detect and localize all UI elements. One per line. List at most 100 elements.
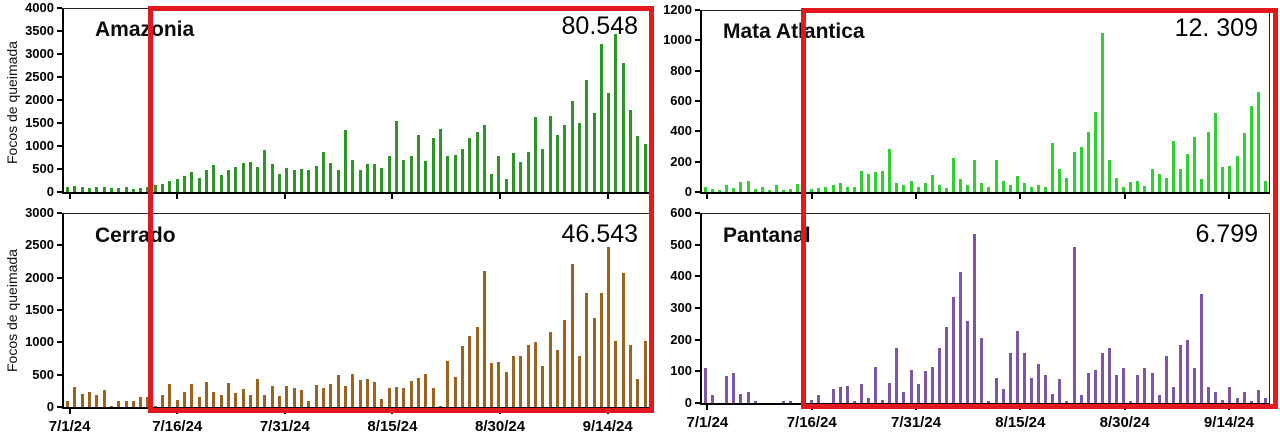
bar [881,400,885,403]
bar [987,187,991,192]
bar [438,406,442,407]
bar [270,164,274,192]
bar [1136,181,1140,192]
bar [541,149,545,192]
x-axis-tick-label: 8/15/24 [367,418,418,435]
chart-title-pantanal: Pantanal [723,224,811,247]
x-axis-tick [706,405,709,410]
bar [329,163,333,192]
bar [534,342,538,407]
y-axis-tick-label: 2500 [25,69,54,84]
bar [916,187,920,192]
bar [417,378,421,407]
bar [263,395,267,407]
bar [1115,375,1119,403]
bar [153,406,157,407]
bar [1115,178,1119,192]
bar [1249,106,1253,192]
chart-title-mata-atlantica: Mata Atlantica [723,20,865,43]
y-axis-tick-label: 0 [46,184,54,199]
x-axis-tick [68,194,71,199]
bar [1235,398,1239,403]
bar [1001,181,1005,192]
bar [1164,356,1168,403]
bar [845,187,849,192]
bar [952,297,956,403]
y-axis-tick [695,191,700,193]
bar [1093,112,1097,192]
bar [109,406,113,407]
bar [711,189,715,192]
y-axis-tick [695,160,700,163]
x-axis-tick-label: 7/16/24 [786,414,837,431]
y-axis-tick [57,99,62,101]
bar [1228,387,1232,403]
y-axis-tick-label: 0 [684,395,692,410]
bar [139,188,143,192]
x-axis-tick-label: 7/31/24 [259,418,310,435]
x-axis-tick-label: 7/16/24 [152,418,203,435]
bar [1015,176,1019,192]
bar [607,93,611,192]
x-axis-tick [706,194,709,199]
bar [810,189,814,192]
bar [482,271,486,407]
bar [599,44,603,192]
y-axis-tick-label: 1000 [663,32,692,48]
bar [1015,331,1019,403]
bar [1051,143,1055,192]
bar [270,386,274,407]
bar [838,183,842,192]
bar [219,175,223,192]
bar [1200,179,1204,192]
highlight-rectangle-left [148,6,654,413]
y-axis-tick [57,122,62,124]
bar [980,338,984,403]
bar [614,341,618,407]
bar [1100,353,1104,403]
x-axis-tick-label: 8/30/24 [1099,414,1150,431]
x-axis-tick-label: 7/1/24 [48,418,91,435]
x-axis-tick [606,194,609,199]
y-axis-tick-label: 2000 [25,92,54,107]
y-axis-tick-label: 1000 [25,138,54,153]
bar [570,264,574,407]
bar [599,293,603,407]
bar [1072,247,1076,403]
bar [80,394,84,407]
bar [234,393,238,407]
y-axis-tick [695,212,700,214]
y-axis-tick [695,9,700,11]
y-axis-tick [57,406,62,408]
chart-title-amazonia: Amazonia [95,18,195,41]
y-axis-tick-label: 3000 [25,205,54,220]
bar [1193,137,1197,192]
bar [718,190,722,192]
y-axis-tick-label: 400 [670,268,692,284]
bar [1150,373,1154,403]
bar [131,401,135,407]
bar [248,395,252,407]
bar [1129,182,1133,192]
bar [526,345,530,407]
y-axis-tick-label: 300 [670,300,692,315]
bar [1228,166,1232,192]
bar [548,116,552,192]
y-axis-tick [695,130,700,133]
bar [1221,400,1225,403]
bar [902,392,906,403]
bar [358,380,362,407]
bar [824,187,828,192]
bar [1107,160,1111,192]
y-axis-tick [57,53,62,55]
y-axis-tick [57,76,62,78]
bar [183,176,187,192]
bar [1178,169,1182,192]
bar [307,401,311,407]
bar [95,187,99,192]
bar [292,170,296,192]
y-axis-tick [695,39,700,42]
bar [197,397,201,407]
y-axis-tick-label: 500 [670,236,692,252]
bar [1178,345,1182,403]
